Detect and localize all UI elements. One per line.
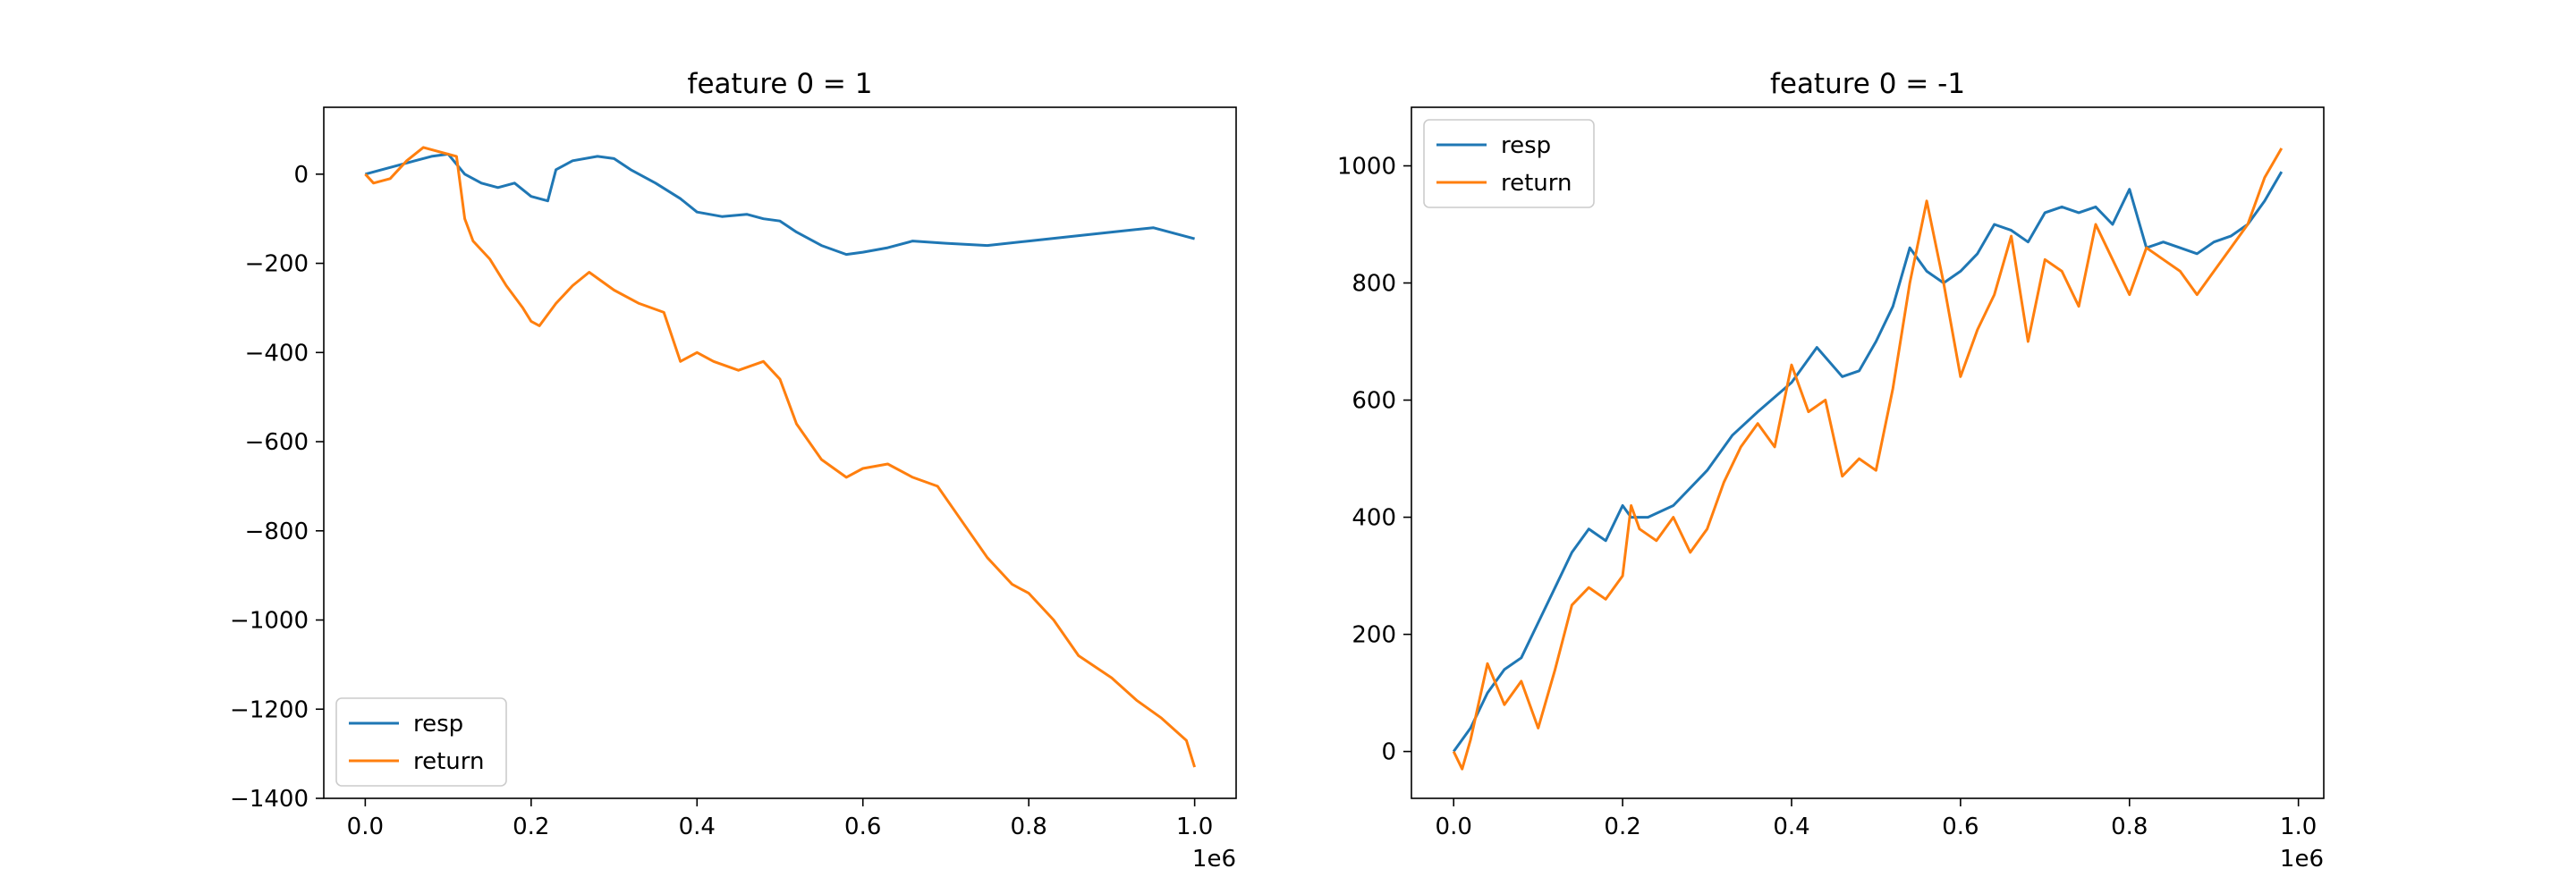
left-plot-area: 0.0 0.2 0.4 0.6 0.8 1.0 0 −200 −400 −600 −800 −1000… xyxy=(230,106,1237,873)
left-x-tick-label: 0.2 xyxy=(513,814,549,840)
right-y-tick-label: 1000 xyxy=(1337,154,1396,181)
left-series-resp-line xyxy=(365,152,1195,257)
left-y-tick-label: 0 xyxy=(293,162,309,189)
right-panel: feature 0 = -1 0.0 0.2 0.4 0.6 0.8 1.0 0 200 400… xyxy=(1337,68,2325,873)
left-x-tick-label: 0.6 xyxy=(844,814,881,840)
right-series-resp-line xyxy=(1452,171,2284,753)
right-legend: resp return xyxy=(1423,119,1595,208)
right-plot-area: 0.0 0.2 0.4 0.6 0.8 1.0 0 200 400 600 800 1000 1e6 re… xyxy=(1337,106,2325,873)
right-panel-title: feature 0 = -1 xyxy=(1770,68,1965,100)
left-panel-title: feature 0 = 1 xyxy=(688,68,873,100)
left-legend-label-return: return xyxy=(413,748,485,775)
left-axes-frame xyxy=(323,106,1237,799)
left-x-offset-label: 1e6 xyxy=(1192,846,1236,873)
right-axes-frame xyxy=(1411,106,2325,799)
left-x-tick-label: 1.0 xyxy=(1176,814,1213,840)
right-legend-label-resp: resp xyxy=(1501,132,1551,159)
right-x-tick-label: 0.4 xyxy=(1773,814,1809,840)
left-y-tick-label: −400 xyxy=(245,340,309,367)
left-legend: resp return xyxy=(335,697,507,787)
left-panel: feature 0 = 1 0.0 0.2 0.4 0.6 0.8 1.0 0 −200 −40… xyxy=(230,68,1237,873)
left-legend-box xyxy=(335,697,507,787)
right-x-tick-label: 0.8 xyxy=(2111,814,2148,840)
left-x-tick-label: 0.0 xyxy=(347,814,384,840)
right-x-tick-label: 1.0 xyxy=(2280,814,2317,840)
left-y-tick-label: −1000 xyxy=(230,608,309,635)
right-legend-label-return: return xyxy=(1501,170,1572,197)
left-y-tick-label: −800 xyxy=(245,519,309,545)
left-y-tick-label: −1200 xyxy=(230,696,309,723)
left-y-tick-label: −200 xyxy=(245,251,309,278)
right-y-tick-label: 600 xyxy=(1352,388,1396,415)
left-x-tick-label: 0.4 xyxy=(679,814,716,840)
right-y-tick-label: 200 xyxy=(1352,622,1396,649)
right-x-tick-label: 0.0 xyxy=(1436,814,1472,840)
right-legend-box xyxy=(1423,119,1595,208)
right-x-tick-label: 0.6 xyxy=(1942,814,1979,840)
left-legend-label-resp: resp xyxy=(413,711,463,738)
right-y-tick-label: 800 xyxy=(1352,271,1396,298)
left-y-tick-label: −1400 xyxy=(230,786,309,813)
right-y-tick-label: 0 xyxy=(1381,739,1396,766)
right-series-return-line xyxy=(1452,148,2284,771)
right-y-tick-label: 400 xyxy=(1352,505,1396,532)
left-x-tick-label: 0.8 xyxy=(1011,814,1047,840)
right-x-tick-label: 0.2 xyxy=(1604,814,1640,840)
left-series-return-line xyxy=(364,146,1197,768)
right-x-offset-label: 1e6 xyxy=(2280,846,2324,873)
left-y-tick-label: −600 xyxy=(245,429,309,456)
